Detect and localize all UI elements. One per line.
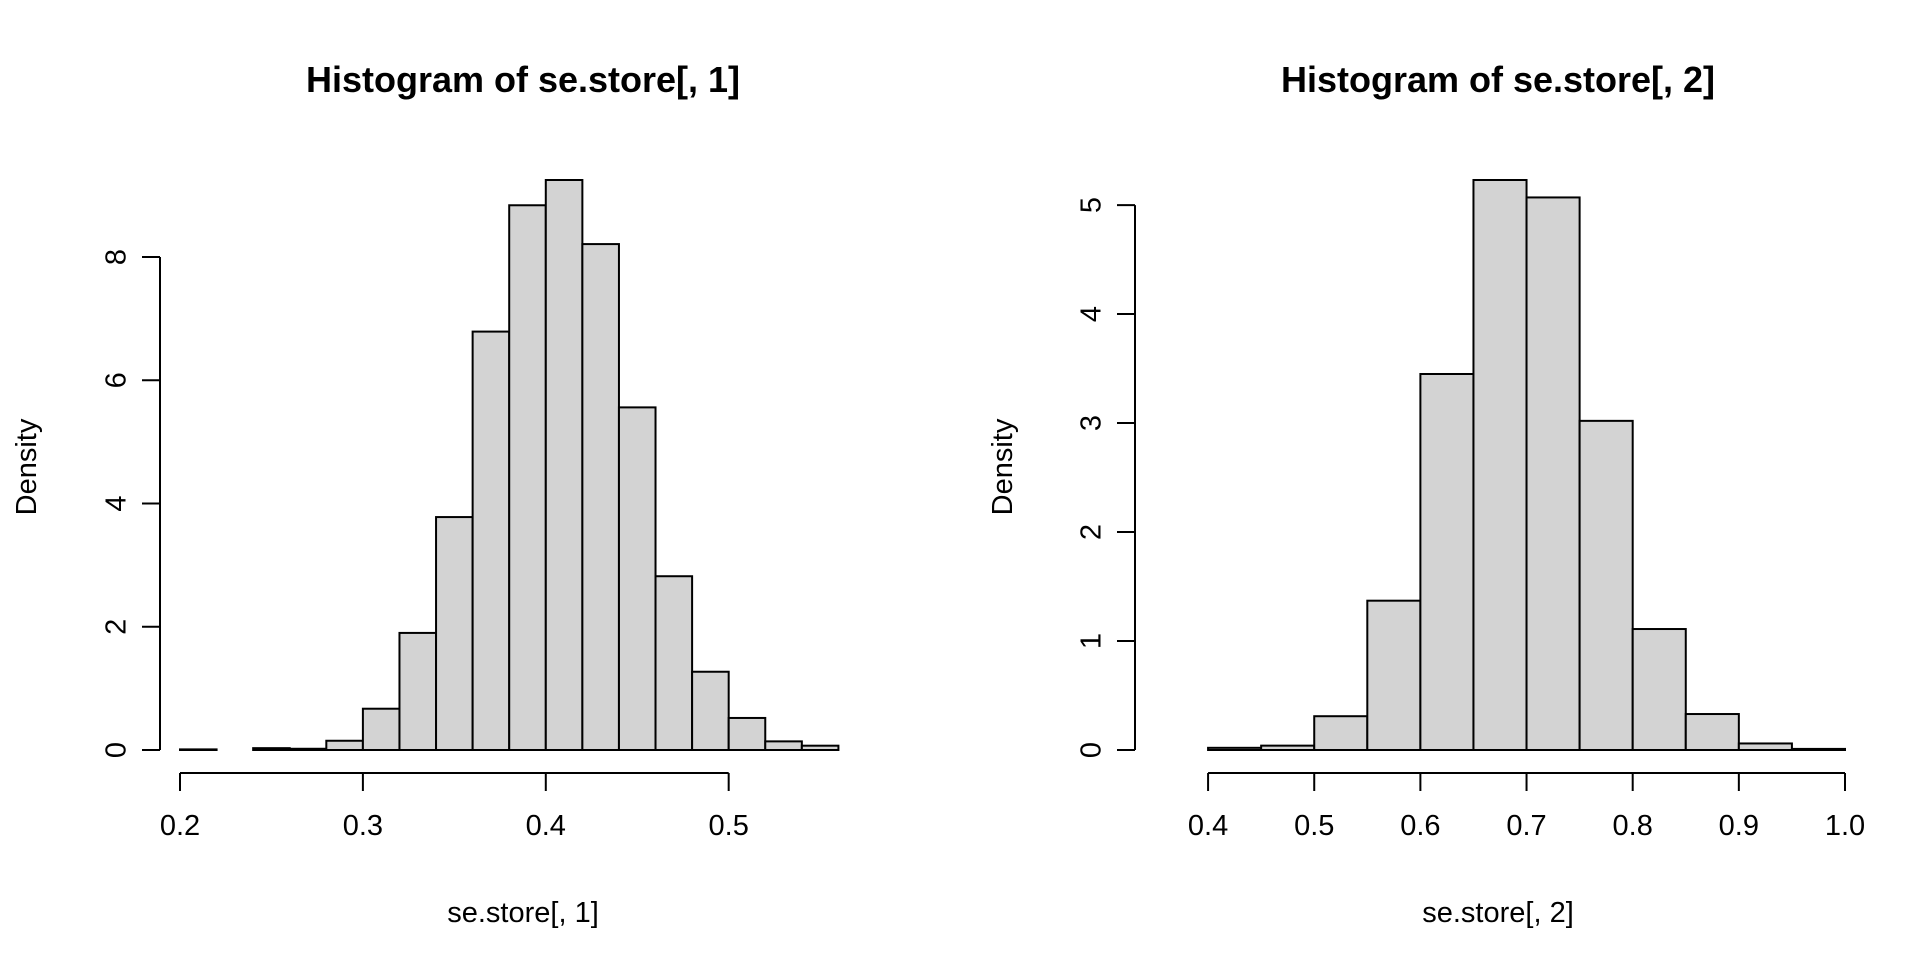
x-tick-label: 0.5 — [1294, 810, 1334, 842]
histogram-bar — [179, 748, 218, 752]
y-tick-label: 8 — [101, 249, 133, 265]
y-tick-label: 3 — [1076, 415, 1108, 431]
histogram-bar — [508, 204, 547, 751]
histogram-bar — [727, 716, 767, 752]
histogram-bar — [1684, 713, 1740, 752]
x-axis-label: se.store[, 2] — [1422, 897, 1574, 929]
y-tick-label: 0 — [1076, 742, 1108, 758]
x-tick-label: 0.3 — [343, 810, 383, 842]
y-axis-label: Density — [987, 418, 1019, 515]
chart-title: Histogram of se.store[, 1] — [306, 59, 740, 100]
y-tick-label: 2 — [101, 619, 133, 635]
histogram-bar — [1207, 746, 1263, 751]
y-axis: 0 2 4 6 8 — [101, 249, 161, 758]
histogram-bar — [1419, 372, 1475, 751]
histogram-bar — [617, 406, 657, 751]
y-tick-label: 4 — [1076, 306, 1108, 322]
x-tick-label: 0.9 — [1719, 810, 1759, 842]
x-tick-label: 0.2 — [160, 810, 200, 842]
histogram-bar — [435, 516, 474, 751]
x-tick-label: 0.4 — [1188, 810, 1228, 842]
histogram-bar — [764, 740, 803, 752]
histogram-bar — [1313, 715, 1369, 752]
histogram-bar — [691, 670, 730, 751]
histogram-bar — [471, 330, 511, 751]
histogram-bar — [288, 747, 328, 752]
histogram-bar — [1790, 747, 1847, 752]
x-tick-label: 1.0 — [1825, 810, 1865, 842]
x-tick-label: 0.8 — [1613, 810, 1653, 842]
histogram-bar — [654, 575, 694, 752]
histogram-bar — [325, 739, 364, 752]
histogram-bar — [1578, 419, 1634, 751]
x-tick-label: 0.6 — [1400, 810, 1440, 842]
x-tick-label: 0.7 — [1506, 810, 1546, 842]
y-tick-label: 1 — [1076, 633, 1108, 649]
bars — [179, 179, 840, 752]
histogram-bar — [361, 707, 401, 751]
histogram-bar — [1631, 628, 1687, 751]
chart-title: Histogram of se.store[, 2] — [1281, 59, 1715, 100]
histogram-bar — [252, 747, 291, 752]
y-tick-label: 4 — [101, 495, 133, 511]
x-axis-label: se.store[, 1] — [447, 897, 599, 929]
x-axis: 0.4 0.5 0.6 0.7 0.8 0.9 1.0 — [1188, 772, 1865, 842]
histogram-bar — [398, 631, 438, 752]
histogram-panel-2: Histogram of se.store[, 2] se.store[, 2]… — [987, 59, 1865, 929]
x-tick-label: 0.5 — [709, 810, 749, 842]
y-tick-label: 0 — [101, 742, 133, 758]
histogram-bar — [581, 243, 620, 751]
y-tick-label: 5 — [1076, 197, 1108, 213]
bars — [1207, 179, 1847, 752]
y-axis: 0 1 2 3 4 5 — [1076, 197, 1136, 758]
histogram-bar — [1525, 196, 1581, 751]
histogram-bar — [544, 179, 584, 751]
x-axis: 0.2 0.3 0.4 0.5 — [160, 772, 749, 842]
histogram-bar — [800, 744, 840, 751]
histogram-bar — [1260, 744, 1316, 752]
y-tick-label: 6 — [101, 372, 133, 388]
x-tick-label: 0.4 — [526, 810, 566, 842]
histogram-bar — [1472, 179, 1528, 751]
y-axis-label: Density — [11, 418, 43, 515]
histogram-bar — [1737, 742, 1793, 752]
histogram-panel-1: Histogram of se.store[, 1] se.store[, 1]… — [11, 59, 840, 929]
histogram-bar — [1366, 599, 1422, 752]
y-tick-label: 2 — [1076, 524, 1108, 540]
